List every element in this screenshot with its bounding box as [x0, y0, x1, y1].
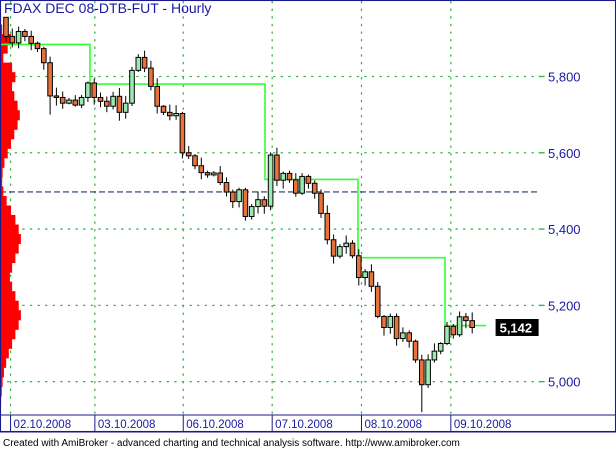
svg-text:5,142: 5,142	[500, 320, 533, 335]
svg-text:5,000: 5,000	[548, 375, 581, 390]
svg-text:07.10.2008: 07.10.2008	[275, 419, 333, 431]
svg-text:06.10.2008: 06.10.2008	[186, 419, 244, 431]
svg-text:5,600: 5,600	[548, 146, 581, 161]
svg-text:FDAX DEC 08-DTB-FUT - Hourly: FDAX DEC 08-DTB-FUT - Hourly	[4, 0, 211, 16]
svg-text:5,400: 5,400	[548, 222, 581, 237]
svg-text:5,200: 5,200	[548, 298, 581, 313]
svg-text:Created with AmiBroker - advan: Created with AmiBroker - advanced charti…	[3, 438, 460, 449]
svg-text:02.10.2008: 02.10.2008	[14, 419, 72, 431]
svg-text:08.10.2008: 08.10.2008	[365, 419, 423, 431]
svg-text:5,800: 5,800	[548, 69, 581, 84]
svg-text:03.10.2008: 03.10.2008	[98, 419, 156, 431]
svg-text:09.10.2008: 09.10.2008	[454, 419, 512, 431]
